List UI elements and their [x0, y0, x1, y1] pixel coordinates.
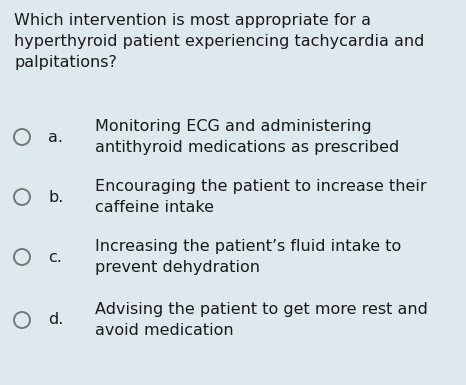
Text: d.: d. — [48, 313, 63, 328]
Text: Increasing the patient’s fluid intake to
prevent dehydration: Increasing the patient’s fluid intake to… — [95, 239, 401, 275]
Text: Monitoring ECG and administering
antithyroid medications as prescribed: Monitoring ECG and administering antithy… — [95, 119, 399, 155]
Text: b.: b. — [48, 189, 63, 204]
Text: Encouraging the patient to increase their
caffeine intake: Encouraging the patient to increase thei… — [95, 179, 427, 215]
Text: c.: c. — [48, 249, 62, 264]
Text: Which intervention is most appropriate for a
hyperthyroid patient experiencing t: Which intervention is most appropriate f… — [14, 13, 425, 70]
Text: a.: a. — [48, 129, 63, 144]
Text: Advising the patient to get more rest and
avoid medication: Advising the patient to get more rest an… — [95, 302, 428, 338]
